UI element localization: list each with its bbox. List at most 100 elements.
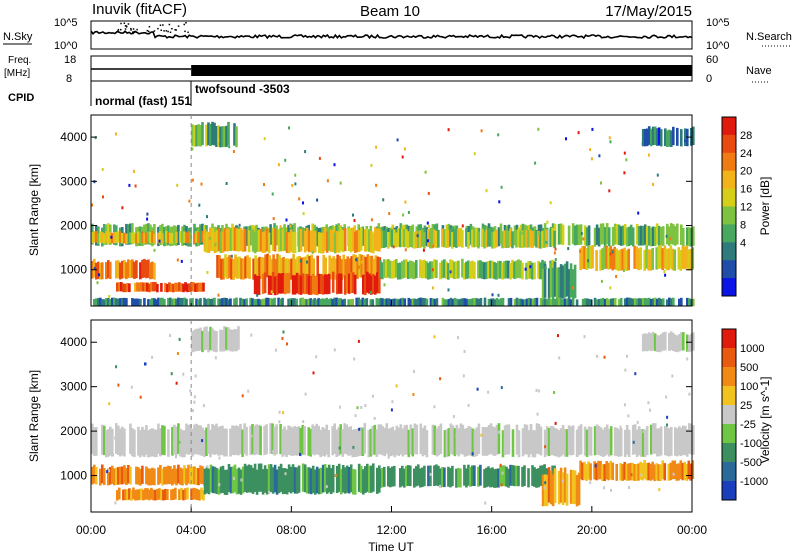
heatmap-cell bbox=[537, 468, 540, 488]
heatmap-cell bbox=[485, 467, 488, 488]
scatter-speck bbox=[306, 260, 308, 264]
heatmap-cell bbox=[182, 283, 185, 293]
heatmap-cell bbox=[151, 428, 154, 457]
freq-series-band bbox=[191, 65, 692, 76]
nsky-point bbox=[120, 28, 122, 31]
heatmap-cell bbox=[579, 248, 582, 271]
heatmap-cell bbox=[257, 463, 261, 492]
heatmap-cell bbox=[160, 489, 163, 501]
heatmap-cell bbox=[539, 426, 543, 456]
heatmap-cell bbox=[287, 298, 290, 307]
heatmap-cell bbox=[169, 466, 172, 485]
heatmap-cell bbox=[362, 255, 366, 279]
heatmap-cell bbox=[219, 298, 222, 306]
scatter-speck bbox=[433, 335, 436, 339]
colorbar-swatch bbox=[722, 206, 736, 225]
heatmap-cell bbox=[595, 250, 598, 271]
heatmap-cell bbox=[649, 299, 653, 307]
heatmap-cell bbox=[423, 232, 426, 249]
heatmap-cell bbox=[284, 258, 287, 280]
scatter-speck bbox=[429, 472, 432, 476]
heatmap-cell bbox=[322, 254, 325, 278]
heatmap-cell bbox=[259, 228, 263, 252]
heatmap-cell bbox=[329, 298, 332, 306]
heatmap-cell bbox=[233, 123, 236, 146]
heatmap-cell bbox=[513, 465, 516, 487]
heatmap-cell bbox=[537, 260, 540, 279]
colorbar-swatch bbox=[722, 260, 736, 279]
heatmap-cell bbox=[515, 229, 518, 248]
scatter-speck bbox=[558, 356, 561, 360]
heatmap-cell bbox=[146, 488, 149, 500]
heatmap-cell bbox=[415, 424, 419, 455]
heatmap-cell bbox=[93, 299, 96, 307]
heatmap-cell bbox=[309, 468, 313, 495]
heatmap-cell bbox=[351, 272, 355, 294]
heatmap-cell bbox=[531, 298, 535, 307]
heatmap-cell bbox=[157, 467, 160, 485]
heatmap-cell bbox=[234, 254, 237, 278]
scatter-speck bbox=[176, 183, 179, 187]
scatter-speck bbox=[452, 415, 455, 419]
scatter-speck bbox=[223, 348, 226, 352]
heatmap-cell bbox=[364, 466, 367, 493]
heatmap-cell bbox=[150, 487, 153, 500]
heatmap-cell bbox=[333, 423, 336, 454]
heatmap-cell bbox=[113, 297, 116, 306]
scatter-speck bbox=[360, 260, 363, 264]
heatmap-cell bbox=[571, 299, 575, 307]
heatmap-cell bbox=[549, 299, 553, 307]
heatmap-cell bbox=[379, 259, 382, 278]
heatmap-cell bbox=[535, 468, 538, 488]
heatmap-cell bbox=[121, 260, 124, 279]
heatmap-cell bbox=[261, 231, 265, 253]
scatter-speck bbox=[189, 389, 192, 393]
heatmap-cell bbox=[227, 228, 231, 252]
heatmap-cell bbox=[670, 298, 673, 306]
heatmap-cell bbox=[274, 258, 277, 280]
heatmap-cell bbox=[91, 232, 94, 244]
scatter-speck bbox=[484, 501, 487, 505]
scatter-speck bbox=[360, 406, 363, 409]
heatmap-cell bbox=[664, 128, 667, 146]
heatmap-cell bbox=[601, 297, 605, 306]
heatmap-cell bbox=[649, 463, 652, 481]
scatter-speck bbox=[611, 250, 614, 254]
heatmap-cell bbox=[309, 275, 313, 295]
y-tick-label: 1000 bbox=[60, 263, 87, 277]
heatmap-cell bbox=[241, 298, 244, 307]
heatmap-cell bbox=[407, 261, 410, 279]
heatmap-cell bbox=[273, 426, 276, 456]
heatmap-cell bbox=[156, 488, 159, 500]
scatter-speck bbox=[632, 440, 635, 444]
date-title: 17/May/2015 bbox=[605, 3, 692, 20]
heatmap-cell bbox=[223, 297, 226, 306]
heatmap-cell bbox=[169, 232, 172, 244]
nsky-frame bbox=[90, 20, 693, 50]
scatter-speck bbox=[426, 239, 429, 243]
heatmap-cell bbox=[109, 232, 112, 244]
heatmap-cell bbox=[342, 254, 345, 278]
heatmap-cell bbox=[135, 260, 138, 279]
scatter-speck bbox=[206, 215, 208, 219]
heatmap-cell bbox=[130, 490, 133, 501]
scatter-speck bbox=[396, 138, 399, 142]
colorbar-tick-label: 16 bbox=[740, 184, 752, 196]
heatmap-cell bbox=[205, 231, 209, 253]
heatmap-cell bbox=[93, 231, 96, 243]
heatmap-cell bbox=[366, 228, 369, 252]
scatter-speck bbox=[304, 150, 307, 154]
heatmap-cell bbox=[621, 225, 625, 246]
heatmap-cell bbox=[553, 262, 557, 297]
heatmap-cell bbox=[623, 247, 626, 270]
heatmap-cell bbox=[101, 262, 104, 280]
heatmap-cell bbox=[686, 227, 689, 247]
heatmap-cell bbox=[301, 463, 305, 492]
scatter-speck bbox=[133, 169, 135, 173]
heatmap-cell bbox=[249, 297, 252, 306]
heatmap-cell bbox=[667, 463, 671, 481]
velocity-colorbar-label: Velocity [m s^-1] bbox=[758, 377, 772, 464]
heatmap-cell bbox=[423, 298, 427, 306]
heatmap-cell bbox=[511, 465, 514, 486]
scatter-speck bbox=[625, 158, 628, 162]
